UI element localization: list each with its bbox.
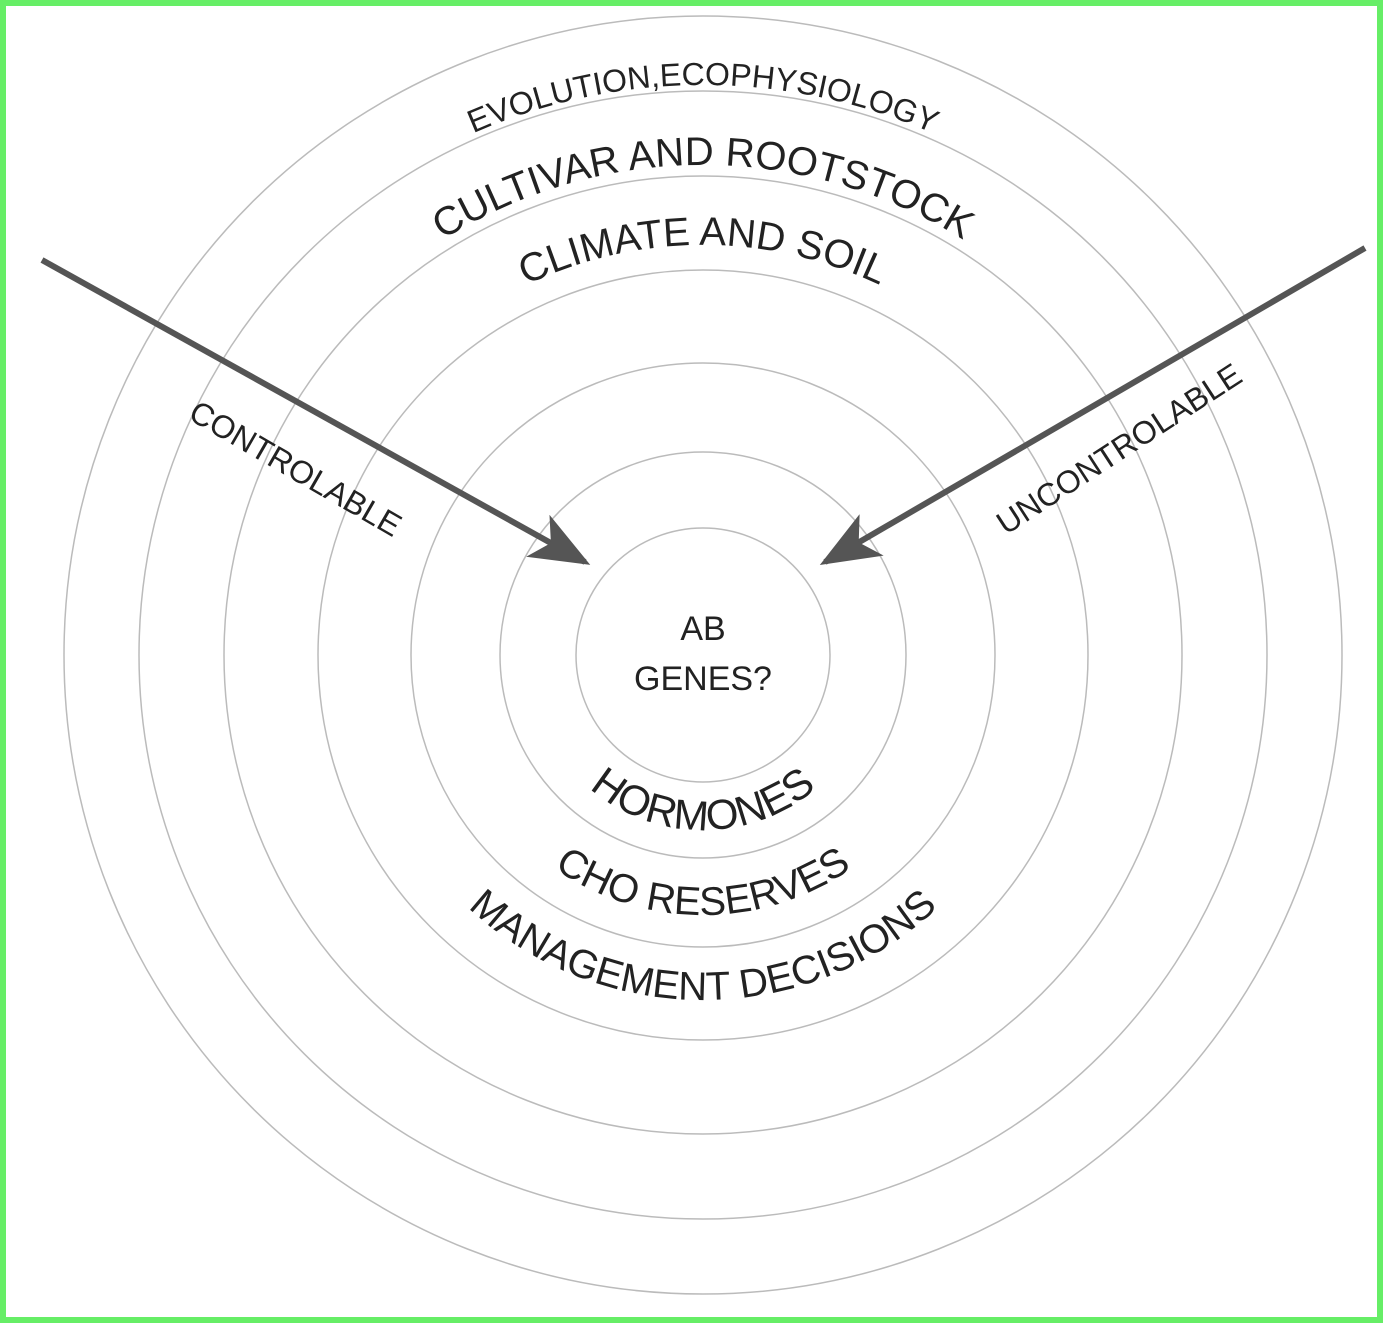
arrow xyxy=(40,257,591,565)
rings xyxy=(63,15,1343,1295)
ring xyxy=(63,15,1343,1295)
ring xyxy=(410,362,996,948)
ring xyxy=(317,269,1089,1041)
ring xyxy=(499,451,907,859)
center-label: GENES? xyxy=(634,660,772,698)
ring xyxy=(575,527,831,783)
center-label: AB xyxy=(680,610,725,648)
ring xyxy=(138,90,1268,1220)
arrow xyxy=(819,245,1367,566)
ring xyxy=(223,175,1183,1135)
